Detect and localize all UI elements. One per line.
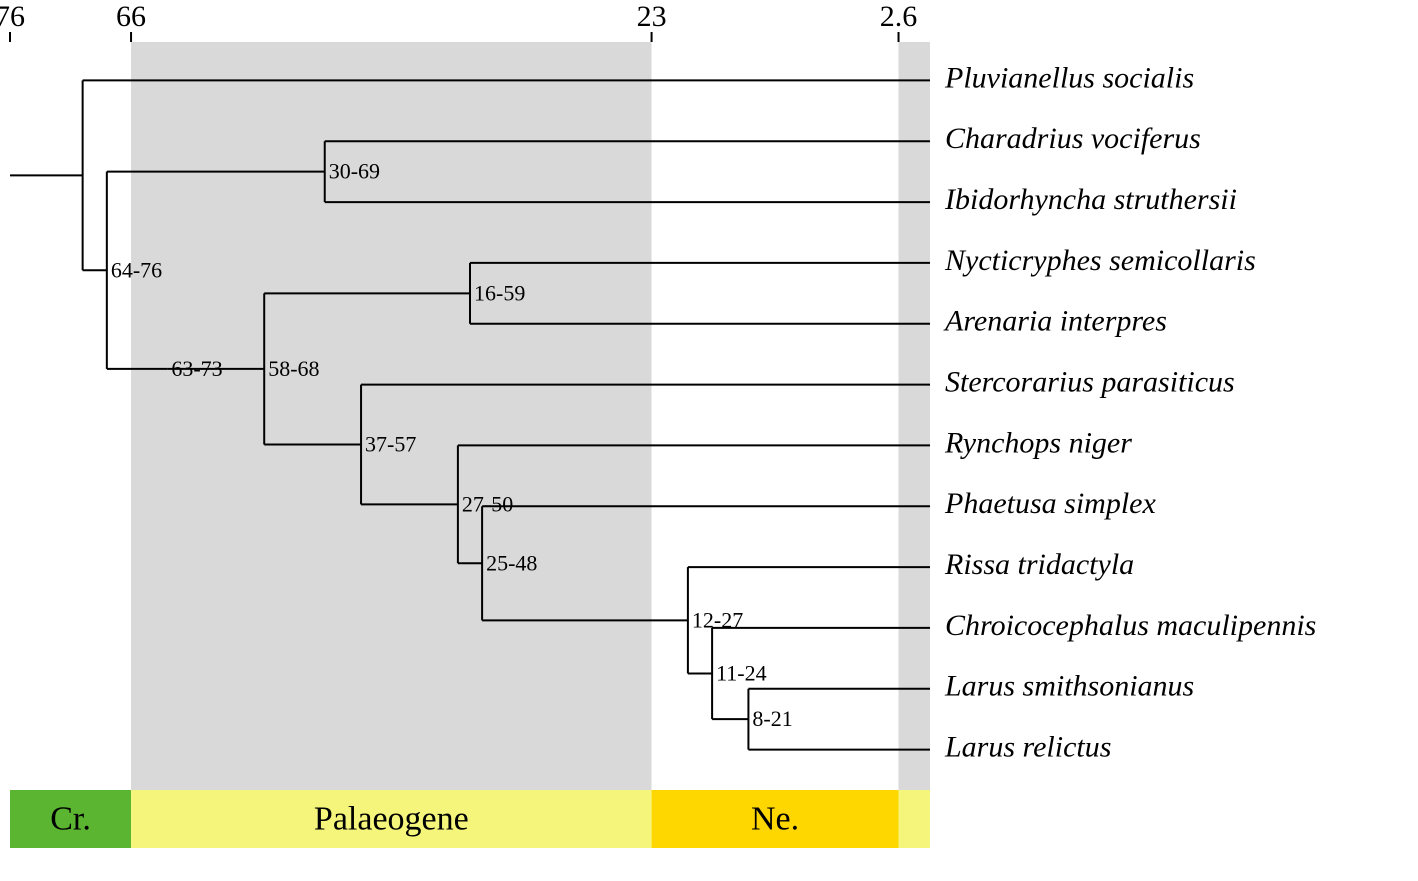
- geo-band: [652, 42, 899, 790]
- node-support-label: 11-24: [716, 661, 767, 686]
- node-support-label: 58-68: [268, 356, 319, 381]
- time-tick-label: 66: [116, 0, 146, 33]
- node-support-label: 63-73: [171, 356, 222, 381]
- time-tick-label: 23: [637, 0, 667, 33]
- taxon-label: Chroicocephalus maculipennis: [945, 609, 1316, 642]
- phylogeny-chart: Cr. Palaeogene Ne. 76 66 23 2.6 30-69 16-59 8-21 1…: [0, 0, 1418, 881]
- taxon-label: Stercorarius parasiticus: [945, 365, 1235, 398]
- epoch-block: [899, 790, 930, 848]
- taxon-label: Phaetusa simplex: [944, 487, 1156, 520]
- time-tick-label: 2.6: [880, 0, 918, 33]
- node-support-label: 16-59: [474, 280, 525, 305]
- geo-band: [131, 42, 652, 790]
- node-support-label: 8-21: [752, 706, 792, 731]
- taxon-label: Rynchops niger: [944, 426, 1132, 459]
- taxon-label: Larus smithsonianus: [944, 670, 1194, 703]
- node-support-label: 64-76: [111, 257, 162, 282]
- geo-band: [899, 42, 930, 790]
- epoch-label: Cr.: [50, 801, 91, 838]
- taxon-label: Pluvianellus socialis: [944, 61, 1194, 94]
- node-support-label: 37-57: [365, 432, 416, 457]
- taxon-label: Ibidorhyncha struthersii: [944, 183, 1237, 216]
- taxon-label: Arenaria interpres: [943, 305, 1167, 338]
- epoch-label: Palaeogene: [314, 801, 469, 838]
- taxon-label: Charadrius vociferus: [945, 122, 1201, 155]
- epoch-label: Ne.: [751, 801, 799, 838]
- node-support-label: 30-69: [329, 159, 380, 184]
- time-tick-label: 76: [0, 0, 25, 33]
- node-support-label: 27-50: [462, 491, 513, 516]
- taxon-label: Nycticryphes semicollaris: [944, 244, 1256, 277]
- taxon-label: Larus relictus: [944, 730, 1111, 763]
- geo-band: [10, 42, 131, 790]
- taxon-label: Rissa tridactyla: [944, 548, 1134, 581]
- node-support-label: 12-27: [692, 607, 743, 632]
- node-support-label: 25-48: [486, 550, 537, 575]
